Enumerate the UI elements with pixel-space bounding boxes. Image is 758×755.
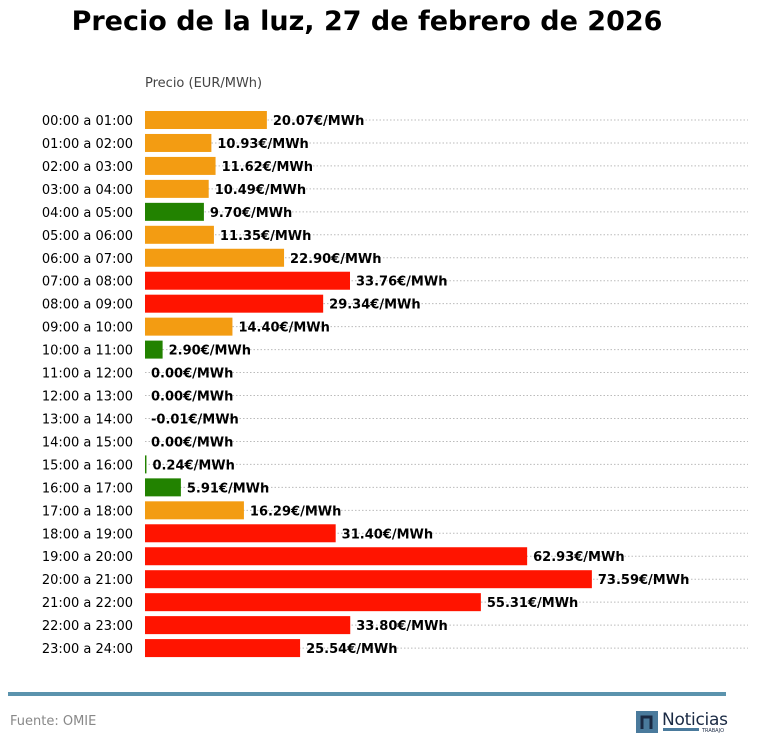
bar xyxy=(145,593,481,612)
category-label: 17:00 a 18:00 xyxy=(42,504,133,519)
category-label: 12:00 a 13:00 xyxy=(42,390,133,405)
data-label: 10.49€/MWh xyxy=(215,183,306,198)
svg-text:TRABAJO: TRABAJO xyxy=(701,728,724,734)
data-label: 0.24€/MWh xyxy=(152,458,234,473)
category-label: 07:00 a 08:00 xyxy=(42,275,133,290)
data-label: 16.29€/MWh xyxy=(250,504,341,519)
data-label: 0.00€/MWh xyxy=(151,367,233,382)
data-label: 0.00€/MWh xyxy=(151,390,233,405)
bar xyxy=(145,202,204,221)
bar xyxy=(145,317,233,336)
data-label: 33.80€/MWh xyxy=(356,619,447,634)
bar xyxy=(145,248,285,267)
data-label: 29.34€/MWh xyxy=(329,298,420,313)
bar xyxy=(145,340,163,359)
data-label: 31.40€/MWh xyxy=(342,527,433,542)
bar xyxy=(145,524,336,543)
category-label: 06:00 a 07:00 xyxy=(42,252,133,267)
data-label: 11.62€/MWh xyxy=(222,160,313,175)
category-label: 18:00 a 19:00 xyxy=(42,527,133,542)
bar xyxy=(145,133,212,152)
data-label: 73.59€/MWh xyxy=(598,573,689,588)
category-label: 19:00 a 20:00 xyxy=(42,550,133,565)
category-label: 05:00 a 06:00 xyxy=(42,229,133,244)
category-label: 22:00 a 23:00 xyxy=(42,619,133,634)
svg-text:Noticias: Noticias xyxy=(662,710,728,730)
category-label: 20:00 a 21:00 xyxy=(42,573,133,588)
bar xyxy=(145,455,147,474)
data-label: 55.31€/MWh xyxy=(487,596,578,611)
category-label: 01:00 a 02:00 xyxy=(42,137,133,152)
bar xyxy=(145,639,301,658)
data-label: -0.01€/MWh xyxy=(151,412,239,427)
data-label: 25.54€/MWh xyxy=(306,642,397,657)
data-label: 11.35€/MWh xyxy=(220,229,311,244)
category-label: 23:00 a 24:00 xyxy=(42,642,133,657)
noticias-trabajo-logo: Noticias TRABAJO xyxy=(636,710,728,734)
category-label: 21:00 a 22:00 xyxy=(42,596,133,611)
category-label: 13:00 a 14:00 xyxy=(42,412,133,427)
data-label: 0.00€/MWh xyxy=(151,435,233,450)
bar xyxy=(145,570,592,589)
data-label: 5.91€/MWh xyxy=(187,481,269,496)
category-label: 11:00 a 12:00 xyxy=(42,367,133,382)
bar xyxy=(145,294,324,313)
bar xyxy=(145,501,244,520)
bar xyxy=(145,478,181,497)
chart-title: Precio de la luz, 27 de febrero de 2026 xyxy=(71,6,663,37)
category-label: 09:00 a 10:00 xyxy=(42,321,133,336)
category-label: 14:00 a 15:00 xyxy=(42,435,133,450)
bar xyxy=(145,225,214,244)
bar xyxy=(145,271,351,290)
data-label: 2.90€/MWh xyxy=(169,344,251,359)
category-label: 00:00 a 01:00 xyxy=(42,114,133,129)
data-label: 22.90€/MWh xyxy=(290,252,381,267)
category-label: 15:00 a 16:00 xyxy=(42,458,133,473)
bar xyxy=(145,156,216,175)
data-label: 62.93€/MWh xyxy=(533,550,624,565)
source-note: Fuente: OMIE xyxy=(10,714,97,729)
category-label: 03:00 a 04:00 xyxy=(42,183,133,198)
bar xyxy=(145,179,209,198)
data-label: 20.07€/MWh xyxy=(273,114,364,129)
x-axis-label: Precio (EUR/MWh) xyxy=(145,76,262,91)
category-label: 10:00 a 11:00 xyxy=(42,344,133,359)
bar-chart: Precio (EUR/MWh) 00:00 a 01:00 01:00 a 02… xyxy=(42,76,748,658)
footer-rule xyxy=(8,692,726,696)
data-label: 9.70€/MWh xyxy=(210,206,292,221)
bar xyxy=(145,547,528,566)
category-label: 04:00 a 05:00 xyxy=(42,206,133,221)
category-label: 16:00 a 17:00 xyxy=(42,481,133,496)
category-label: 08:00 a 09:00 xyxy=(42,298,133,313)
category-label: 02:00 a 03:00 xyxy=(42,160,133,175)
data-label: 10.93€/MWh xyxy=(217,137,308,152)
data-label: 14.40€/MWh xyxy=(238,321,329,336)
bar xyxy=(145,111,267,129)
bar xyxy=(145,616,351,635)
data-label: 33.76€/MWh xyxy=(356,275,447,290)
